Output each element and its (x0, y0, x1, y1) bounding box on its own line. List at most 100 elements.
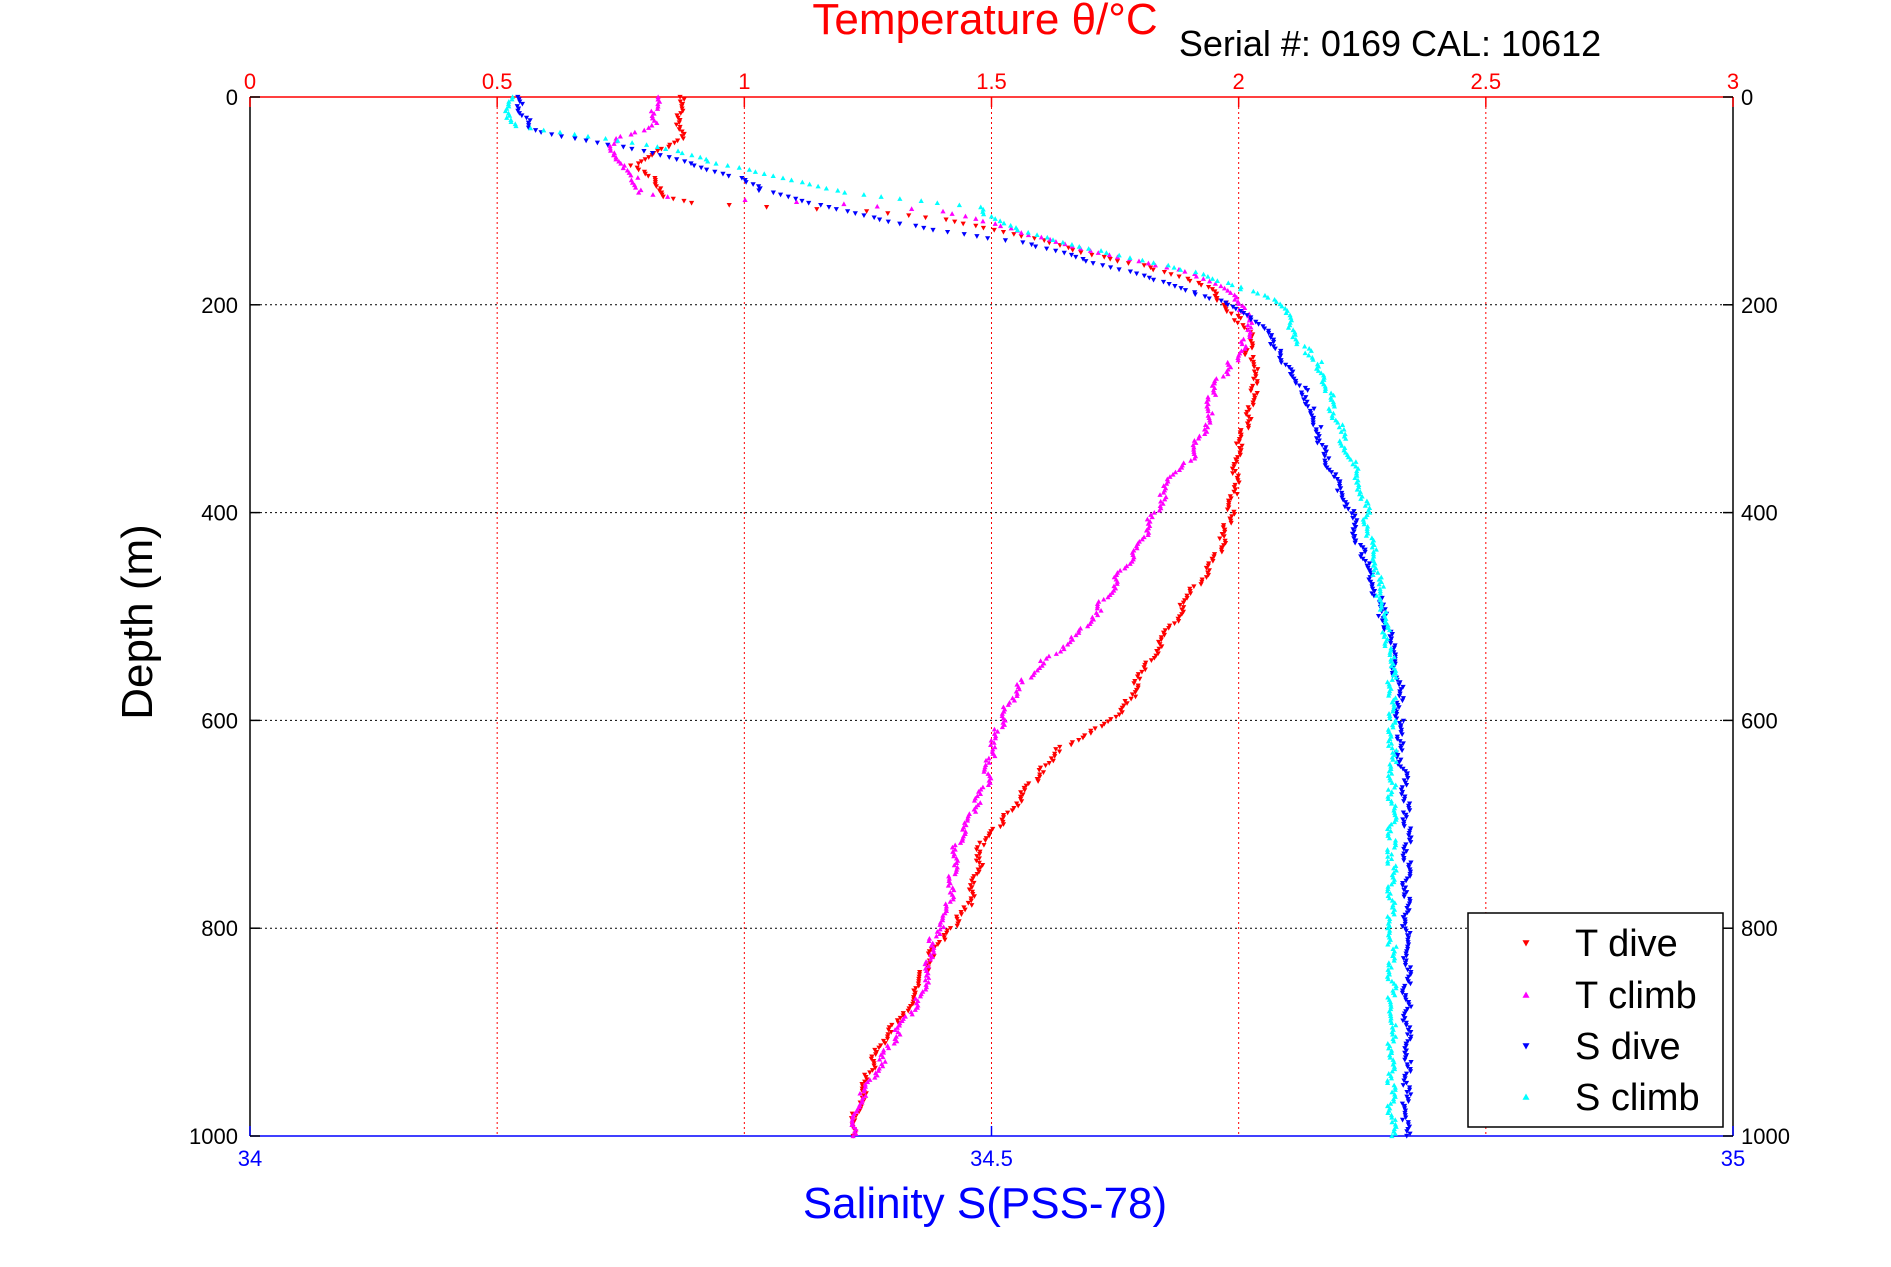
data-point (1386, 681, 1392, 687)
data-point (1393, 983, 1399, 989)
data-point (682, 159, 688, 165)
data-point (960, 221, 966, 227)
depth-tick-label-right: 400 (1741, 501, 1778, 526)
data-point (934, 929, 940, 934)
data-point (1179, 464, 1185, 470)
data-point (965, 900, 971, 906)
legend-box (1467, 912, 1724, 1128)
data-point (863, 1093, 869, 1098)
data-point (1113, 714, 1119, 720)
data-point (1322, 383, 1328, 389)
data-point (952, 842, 958, 848)
data-point (1387, 775, 1393, 781)
data-point (788, 177, 795, 183)
data-point (1250, 288, 1256, 294)
data-point (1248, 388, 1254, 394)
data-point (1211, 380, 1218, 386)
data-point (675, 148, 681, 154)
data-point (1385, 1103, 1391, 1109)
data-point (1339, 422, 1346, 427)
data-point (988, 213, 995, 219)
data-point (1391, 704, 1397, 709)
data-point (549, 132, 555, 138)
data-point (726, 173, 732, 179)
data-point (1080, 735, 1086, 741)
legend-label-t-climb: T climb (1575, 975, 1697, 1017)
data-point (1315, 368, 1321, 373)
data-point (1160, 501, 1166, 506)
data-point (1379, 629, 1386, 635)
data-point (1403, 782, 1410, 788)
data-point (1334, 477, 1340, 482)
data-point (1391, 844, 1398, 850)
data-point (1384, 1077, 1391, 1083)
data-point (1348, 456, 1354, 462)
data-point (1025, 229, 1031, 235)
data-point (940, 208, 946, 214)
data-point (1306, 352, 1312, 358)
data-point (1060, 239, 1066, 245)
data-point (953, 860, 960, 865)
data-point (1245, 425, 1252, 431)
data-point (878, 194, 884, 199)
data-point (1400, 956, 1407, 961)
data-point (874, 1072, 880, 1078)
data-point (1279, 303, 1285, 309)
data-point (1146, 530, 1152, 535)
data-point (869, 1068, 876, 1073)
data-point (1245, 322, 1251, 328)
data-point (799, 198, 805, 204)
data-point (1061, 250, 1067, 256)
data-point (628, 131, 634, 137)
data-point (927, 952, 934, 957)
data-point (1392, 752, 1398, 758)
data-point (1080, 257, 1086, 262)
temperature-axis-title: Temperature θ/°C (812, 0, 1157, 44)
data-point (842, 189, 848, 195)
data-point (1388, 798, 1395, 804)
data-point (1384, 888, 1391, 894)
data-point (1389, 770, 1395, 776)
data-point (1043, 655, 1049, 661)
data-point (1377, 590, 1383, 596)
data-point (944, 229, 951, 235)
data-point (857, 1090, 863, 1096)
data-point (704, 167, 710, 173)
data-point (880, 1054, 886, 1060)
data-point (937, 926, 943, 932)
data-point (1387, 1011, 1394, 1016)
data-point (949, 844, 956, 850)
data-point (1225, 280, 1231, 286)
data-point (1005, 702, 1011, 707)
data-point (1363, 533, 1369, 538)
data-point (1116, 252, 1122, 258)
data-point (743, 180, 749, 185)
data-point (1356, 491, 1363, 497)
data-point (906, 1006, 912, 1012)
depth-tick-label-right: 800 (1741, 916, 1778, 941)
data-point (1018, 234, 1024, 239)
data-point (1249, 320, 1255, 325)
data-point (1403, 1080, 1410, 1086)
data-point (1245, 327, 1251, 332)
data-point (982, 764, 988, 770)
data-point (923, 982, 929, 987)
data-point (1336, 424, 1342, 430)
data-point (961, 232, 967, 237)
data-point (1383, 620, 1389, 626)
data-point (1403, 815, 1410, 820)
data-point (1388, 740, 1395, 746)
data-point (1343, 436, 1349, 441)
data-point (1240, 323, 1246, 328)
data-point (1237, 452, 1243, 458)
depth-tick-label-right: 200 (1741, 293, 1778, 318)
data-point (857, 1102, 863, 1107)
data-point (852, 211, 858, 216)
data-point (1282, 305, 1288, 311)
data-point (882, 1041, 888, 1046)
data-point (1365, 523, 1371, 529)
data-point (1389, 1119, 1395, 1125)
data-point (1182, 288, 1189, 293)
data-point (980, 784, 986, 790)
data-point (1267, 342, 1274, 347)
